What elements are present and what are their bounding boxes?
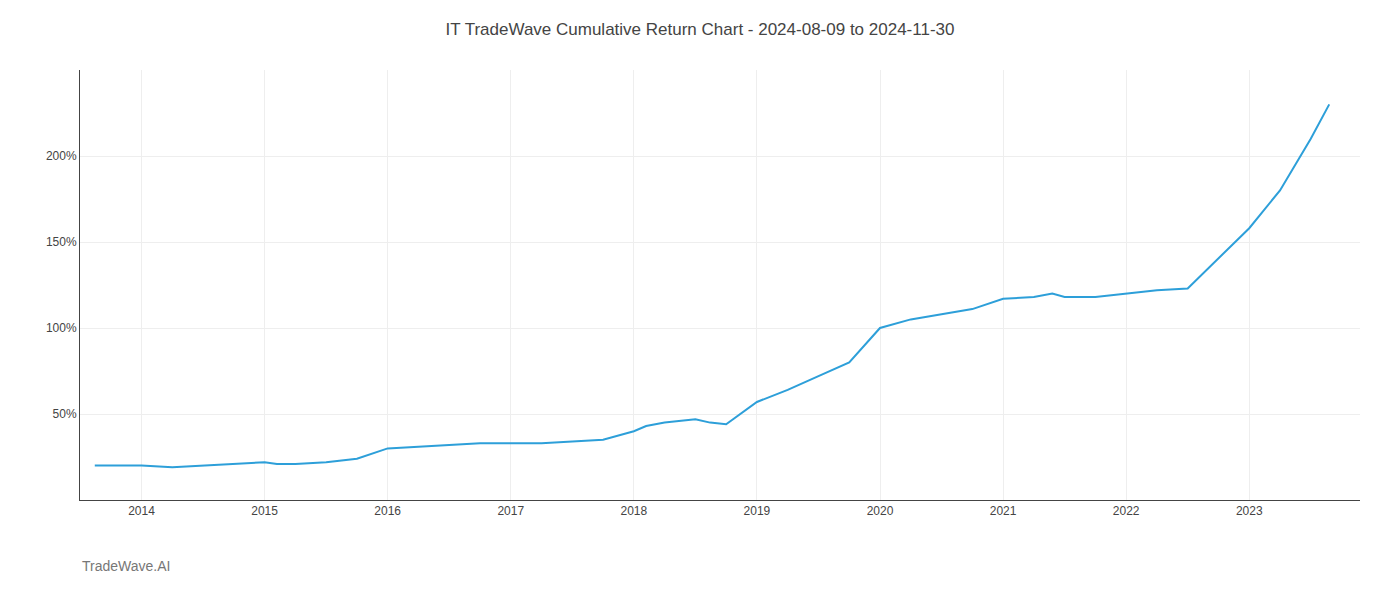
svg-text:2023: 2023 — [1236, 504, 1263, 518]
svg-text:50%: 50% — [53, 407, 77, 421]
svg-text:200%: 200% — [46, 149, 77, 163]
svg-text:2018: 2018 — [620, 504, 647, 518]
svg-text:2017: 2017 — [497, 504, 524, 518]
svg-text:2015: 2015 — [251, 504, 278, 518]
svg-text:IT TradeWave Cumulative Return: IT TradeWave Cumulative Return Chart - 2… — [445, 20, 954, 39]
svg-text:TradeWave.AI: TradeWave.AI — [82, 558, 170, 574]
svg-text:2022: 2022 — [1113, 504, 1140, 518]
svg-text:2020: 2020 — [867, 504, 894, 518]
svg-text:2014: 2014 — [128, 504, 155, 518]
svg-text:150%: 150% — [46, 235, 77, 249]
svg-text:2016: 2016 — [374, 504, 401, 518]
svg-text:100%: 100% — [46, 321, 77, 335]
svg-text:2019: 2019 — [744, 504, 771, 518]
svg-text:2021: 2021 — [990, 504, 1017, 518]
